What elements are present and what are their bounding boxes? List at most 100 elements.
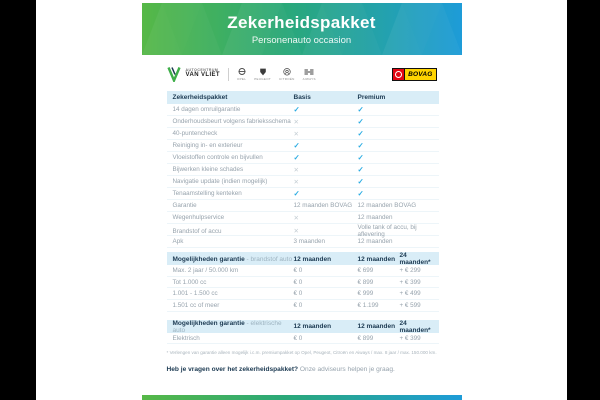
row-label: 1.001 - 1.500 cc xyxy=(172,290,218,298)
table-row: Vloeistoffen controle en bijvullen ✓ ✓ xyxy=(166,152,439,164)
opel-logo-icon xyxy=(238,67,246,75)
premium-value: ✓ xyxy=(357,117,364,126)
triangle-pattern xyxy=(141,3,462,55)
brand-label: Opel xyxy=(237,76,247,81)
table-row: Elektrisch € 0 € 899 + € 399 xyxy=(166,333,439,345)
basis-value: ✕ xyxy=(293,178,299,186)
premium-value: Volle tank of accu, bij aflevering xyxy=(357,224,417,238)
table-row: 1.001 - 1.500 cc € 0 € 999 + € 499 xyxy=(166,288,439,301)
price-value: + € 599 xyxy=(399,301,421,309)
section-title-light: - elektrische auto xyxy=(172,319,282,334)
basis-value: ✕ xyxy=(293,118,299,126)
main-table-header: Zekerheidspakket Basis Premium xyxy=(166,91,439,104)
column-header: 12 maanden xyxy=(293,323,332,331)
logo-divider xyxy=(228,67,229,81)
row-label: Elektrisch xyxy=(172,334,200,342)
basis-value: ✓ xyxy=(293,141,300,150)
basis-value: ✕ xyxy=(293,214,299,222)
brand-label: Aiways xyxy=(302,76,316,81)
column-header-package: Zekerheidspakket xyxy=(172,94,228,101)
header-banner: Zekerheidspakket Personenauto occasion xyxy=(141,3,462,55)
fuel-table-header: Mogelijkheden garantie - brandstof auto … xyxy=(166,252,439,266)
table-row: Garantie 12 maanden BOVAG 12 maanden BOV… xyxy=(166,200,439,212)
basis-value: ✓ xyxy=(293,105,300,114)
row-label: Max. 2 jaar / 50.000 km xyxy=(172,266,239,274)
table-row: 1.501 cc of meer € 0 € 1.199 + € 599 xyxy=(166,300,439,312)
row-label: Tenaamstelling kenteken xyxy=(172,190,242,197)
brand-aiways: Aiways xyxy=(303,68,316,81)
premium-value: 12 maanden BOVAG xyxy=(357,202,417,209)
price-value: € 899 xyxy=(357,278,374,286)
table-row: Bijwerken kleine schades ✕ ✓ xyxy=(166,164,439,176)
citroen-logo-icon xyxy=(283,67,291,75)
price-value: € 899 xyxy=(357,334,374,342)
row-label: Reiniging in- en exterieur xyxy=(172,142,243,149)
electric-table-header: Mogelijkheden garantie - elektrische aut… xyxy=(166,319,439,334)
premium-value: ✓ xyxy=(357,153,364,162)
closing-question-rest: Onze adviseurs helpen je graag. xyxy=(298,366,395,374)
premium-value: ✓ xyxy=(357,165,364,174)
price-value: € 0 xyxy=(293,334,303,342)
price-value: € 0 xyxy=(293,278,303,286)
price-value: € 0 xyxy=(293,290,303,298)
row-label: Onderhoudsbeurt volgens fabrieksschema xyxy=(172,118,291,125)
brand-logos: Opel Peugeot Citroën xyxy=(237,67,316,81)
closing-question-bold: Heb je vragen over het zekerheidspakket? xyxy=(166,366,299,374)
aiways-logo-icon xyxy=(304,68,314,75)
price-value: € 0 xyxy=(293,301,303,309)
brand-label: Peugeot xyxy=(254,76,271,81)
basis-value: ✓ xyxy=(293,189,300,198)
footnote: * Verlengen van garantie alleen mogelijk… xyxy=(166,350,437,356)
table-row: Onderhoudsbeurt volgens fabrieksschema ✕… xyxy=(166,116,439,128)
section-title: Mogelijkheden garantie - brandstof auto xyxy=(167,256,294,263)
row-label: Wegenhulpservice xyxy=(172,214,225,221)
section-title-bold: Mogelijkheden garantie xyxy=(172,255,245,263)
price-value: € 1.199 xyxy=(357,301,379,309)
basis-value: 12 maanden BOVAG xyxy=(293,202,353,209)
row-label: Bijwerken kleine schades xyxy=(172,166,244,173)
row-label: Tot 1.000 cc xyxy=(172,278,207,286)
premium-value: 12 maanden xyxy=(357,214,393,221)
peugeot-logo-icon xyxy=(259,68,266,75)
row-label: 14 dagen omruilgarantie xyxy=(172,106,241,113)
price-value: € 999 xyxy=(357,290,374,298)
bovag-emblem-icon xyxy=(392,67,406,81)
page-subtitle: Personenauto occasion xyxy=(251,34,352,46)
price-value: + € 499 xyxy=(399,290,421,298)
table-row: Navigatie update (indien mogelijk) ✕ ✓ xyxy=(166,176,439,188)
table-row: Brandstof of accu ✕ Volle tank of accu, … xyxy=(166,224,439,238)
row-label: Navigatie update (indien mogelijk) xyxy=(172,178,268,185)
section-title: Mogelijkheden garantie - elektrische aut… xyxy=(167,320,294,334)
premium-value: ✓ xyxy=(357,105,364,114)
premium-value: 12 maanden xyxy=(357,238,393,245)
table-row: Reiniging in- en exterieur ✓ ✓ xyxy=(166,140,439,152)
column-header: 12 maanden xyxy=(293,255,332,263)
column-header: 24 maanden* xyxy=(399,319,431,334)
basis-value: ✓ xyxy=(293,153,300,162)
section-title-light: - brandstof auto xyxy=(244,255,293,263)
brand-opel: Opel xyxy=(237,67,247,81)
premium-value: ✓ xyxy=(357,177,364,186)
footer-gradient-bar xyxy=(141,395,462,400)
row-label: Garantie xyxy=(172,202,197,209)
fuel-warranty-table: Mogelijkheden garantie - brandstof auto … xyxy=(166,252,439,312)
basis-value: ✕ xyxy=(293,228,299,235)
basis-value: ✕ xyxy=(293,130,299,138)
column-header: 12 maanden xyxy=(357,323,396,331)
column-header: 12 maanden xyxy=(357,255,396,263)
premium-value: ✓ xyxy=(357,141,364,150)
table-row: Tenaamstelling kenteken ✓ ✓ xyxy=(166,188,439,200)
brand-citroen: Citroën xyxy=(279,67,295,81)
row-label: 40-puntencheck xyxy=(172,130,218,137)
price-value: + € 299 xyxy=(399,266,421,274)
table-row: 14 dagen omruilgarantie ✓ ✓ xyxy=(166,104,439,116)
row-label: 1.501 cc of meer xyxy=(172,301,220,309)
table-row: Wegenhulpservice ✕ 12 maanden xyxy=(166,212,439,224)
dealer-name-line1: AUTOCENTRUM xyxy=(185,68,219,73)
premium-value: ✓ xyxy=(357,129,364,138)
column-header: 24 maanden* xyxy=(399,252,431,266)
price-value: € 699 xyxy=(357,266,374,274)
table-row: Tot 1.000 cc € 0 € 899 + € 399 xyxy=(166,277,439,289)
document-sheet: Zekerheidspakket Personenauto occasion A… xyxy=(36,0,567,400)
premium-value: ✓ xyxy=(357,189,364,198)
